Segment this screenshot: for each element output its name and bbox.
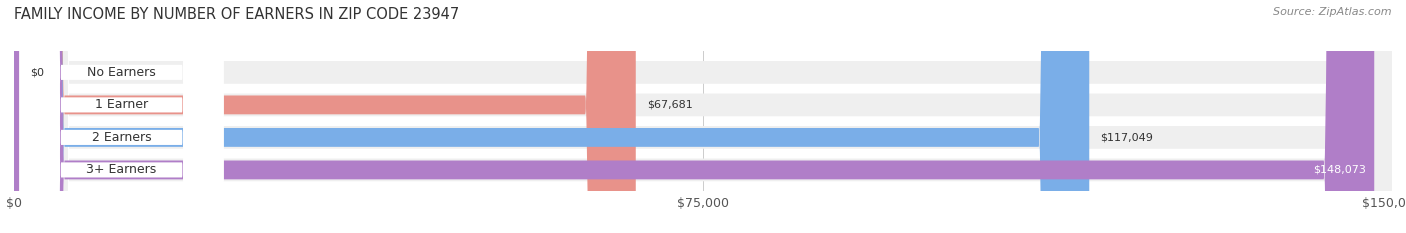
Text: $148,073: $148,073 [1313, 165, 1367, 175]
FancyBboxPatch shape [14, 0, 1392, 233]
FancyBboxPatch shape [14, 0, 1392, 233]
FancyBboxPatch shape [14, 0, 636, 233]
Text: 1 Earner: 1 Earner [96, 98, 148, 111]
Text: $67,681: $67,681 [647, 100, 693, 110]
FancyBboxPatch shape [14, 0, 1392, 233]
FancyBboxPatch shape [14, 0, 1090, 233]
Text: Source: ZipAtlas.com: Source: ZipAtlas.com [1274, 7, 1392, 17]
Text: $117,049: $117,049 [1101, 132, 1153, 142]
Text: No Earners: No Earners [87, 66, 156, 79]
Text: 3+ Earners: 3+ Earners [86, 163, 156, 176]
FancyBboxPatch shape [20, 0, 224, 233]
Text: 2 Earners: 2 Earners [91, 131, 152, 144]
FancyBboxPatch shape [14, 0, 1392, 233]
Text: $0: $0 [31, 67, 45, 77]
FancyBboxPatch shape [14, 0, 1374, 233]
Text: FAMILY INCOME BY NUMBER OF EARNERS IN ZIP CODE 23947: FAMILY INCOME BY NUMBER OF EARNERS IN ZI… [14, 7, 460, 22]
FancyBboxPatch shape [20, 0, 224, 233]
FancyBboxPatch shape [20, 0, 224, 233]
FancyBboxPatch shape [20, 0, 224, 233]
